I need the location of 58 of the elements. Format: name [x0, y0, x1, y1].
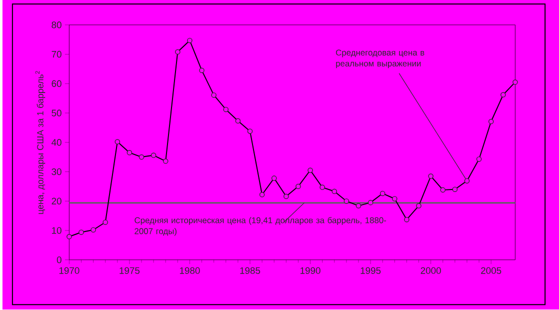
y-tick-label: 50 [52, 110, 62, 117]
point [368, 200, 374, 206]
point [320, 184, 325, 190]
point [344, 198, 350, 204]
y-axis-title: цена, доллары США за 1 баррель$^{2}$ [35, 71, 46, 214]
point [199, 68, 204, 74]
point [404, 217, 410, 222]
point [464, 178, 470, 184]
point [126, 150, 132, 156]
point [452, 186, 458, 192]
point [296, 184, 301, 190]
x-tick-label: 1980 [180, 267, 200, 274]
point [138, 154, 144, 160]
point [476, 156, 482, 162]
point [114, 139, 120, 145]
y-tick-label: 20 [52, 198, 62, 205]
point [392, 196, 398, 202]
point [428, 174, 434, 179]
point [440, 187, 446, 193]
point [271, 176, 277, 182]
x-tick-label: 1995 [360, 267, 381, 274]
point [223, 107, 229, 112]
point [235, 118, 241, 124]
point [488, 119, 494, 124]
x-tick-label: 1975 [120, 267, 140, 274]
point [380, 191, 386, 196]
point [162, 158, 168, 164]
point [187, 38, 192, 44]
y-tick-label: 10 [52, 227, 62, 234]
y-tick-label: 80 [52, 22, 62, 28]
x-tick-label: 1990 [300, 267, 320, 274]
y-tick-label: 40 [52, 139, 62, 146]
point [356, 203, 362, 209]
point [284, 194, 289, 200]
point [259, 192, 265, 198]
x-tick-label: 2005 [481, 267, 502, 274]
point [500, 92, 506, 98]
point [78, 230, 84, 236]
point [150, 152, 156, 158]
point [175, 49, 180, 55]
point [247, 128, 253, 134]
y-tick-label: 60 [52, 80, 62, 88]
point [416, 203, 422, 209]
annotation: Среднегодовая цена в реальном выражении [336, 50, 424, 68]
x-tick-label: 1970 [59, 267, 80, 274]
point [102, 220, 108, 226]
ref-line-label: Средняя историческая цена (19,41 долларов за баррель, 1880-2007 годы) [134, 217, 386, 236]
point [66, 234, 72, 240]
point [90, 227, 96, 233]
point [512, 80, 518, 85]
x-tick-label: 1985 [240, 267, 260, 274]
y-tick-label: 70 [52, 51, 62, 58]
point [211, 92, 216, 98]
x-tick-label: 2000 [420, 267, 441, 274]
point [308, 168, 313, 174]
point [332, 188, 338, 194]
y-tick-label: 0 [56, 256, 62, 264]
y-tick-label: 30 [52, 168, 62, 176]
